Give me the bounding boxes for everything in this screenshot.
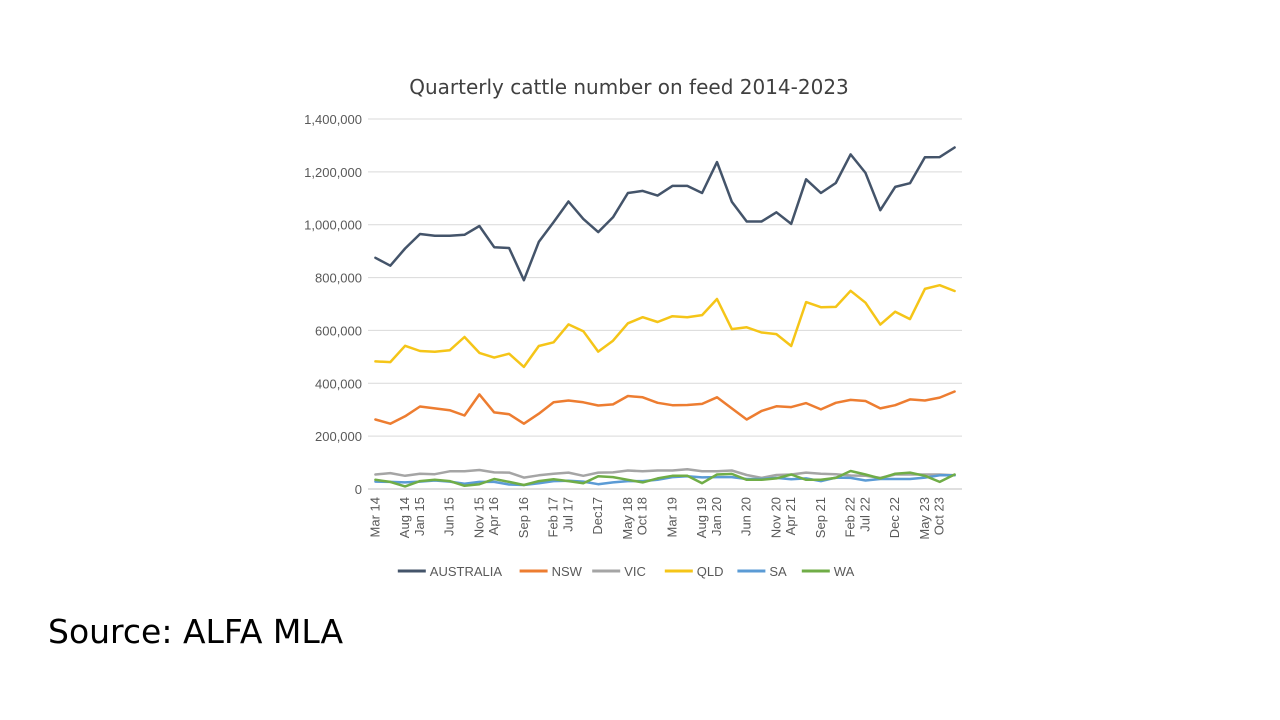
series-line-wa: [374, 469, 956, 488]
y-tick-label: 600,000: [315, 323, 362, 338]
legend-label: WA: [834, 564, 855, 579]
source-caption: Source: ALFA MLA: [48, 612, 344, 651]
x-tick-label: Jun 20: [739, 497, 754, 536]
x-tick-label: Feb 22: [843, 497, 858, 537]
y-tick-label: 1,400,000: [304, 112, 362, 127]
x-tick-label: Jun 15: [442, 497, 457, 536]
series-line-qld: [374, 283, 956, 369]
x-tick-label: Mar 14: [367, 497, 382, 537]
series-line-sa: [374, 474, 956, 487]
x-tick-label: Aug 19: [694, 497, 709, 538]
y-tick-label: 1,200,000: [304, 165, 362, 180]
y-tick-label: 0: [355, 482, 362, 497]
legend-item-australia: AUSTRALIA: [397, 564, 503, 579]
legend-label: AUSTRALIA: [430, 564, 503, 579]
y-tick-label: 800,000: [315, 271, 362, 286]
legend-item-wa: WA: [801, 564, 855, 579]
x-tick-label: Jul 17: [560, 497, 575, 532]
x-tick-label: Dec 22: [887, 497, 902, 538]
series-line-nsw: [374, 390, 956, 425]
x-tick-label: Jan 15: [412, 497, 427, 536]
y-tick-label: 1,000,000: [304, 218, 362, 233]
legend: AUSTRALIA NSW VIC QLD SA WA: [397, 564, 855, 579]
legend-label: QLD: [697, 564, 724, 579]
x-tick-label: Mar 19: [664, 497, 679, 537]
x-tick-label: Feb 17: [546, 497, 561, 537]
legend-item-sa: SA: [737, 564, 787, 579]
x-tick-label: Oct 23: [932, 497, 947, 535]
x-tick-label: Nov 15: [471, 497, 486, 538]
legend-item-vic: VIC: [592, 564, 646, 579]
legend-label: VIC: [624, 564, 646, 579]
series-line-vic: [374, 467, 956, 480]
x-axis-tick-labels: Mar 14 Aug 14 Jan 15 Jun 15 Nov 15 Apr 16 Sep …: [367, 497, 946, 540]
x-tick-label: Oct 18: [635, 497, 650, 535]
y-axis-tick-labels: 0 200,000 400,000 600,000 800,000 1,000,000 1,…: [304, 112, 362, 497]
series-lines: [374, 146, 956, 488]
legend-label: SA: [769, 564, 787, 579]
x-tick-label: Sep 21: [813, 497, 828, 538]
series-line-australia: [374, 146, 956, 282]
chart-title: Quarterly cattle number on feed 2014-202…: [409, 75, 849, 99]
x-tick-label: Aug 14: [397, 497, 412, 538]
x-tick-label: Sep 16: [516, 497, 531, 538]
x-tick-label: May 18: [620, 497, 635, 540]
x-tick-label: Dec17: [590, 497, 605, 535]
x-tick-label: May 23: [917, 497, 932, 540]
y-tick-label: 200,000: [315, 429, 362, 444]
gridlines: [368, 118, 962, 490]
legend-item-qld: QLD: [664, 564, 724, 579]
legend-item-nsw: NSW: [519, 564, 583, 579]
x-tick-label: Jul 22: [857, 497, 872, 532]
y-tick-label: 400,000: [315, 376, 362, 391]
x-tick-label: Jan 20: [709, 497, 724, 536]
x-tick-label: Nov 20: [768, 497, 783, 538]
x-tick-label: Apr 16: [486, 497, 501, 535]
x-tick-label: Apr 21: [783, 497, 798, 535]
legend-label: NSW: [552, 564, 583, 579]
